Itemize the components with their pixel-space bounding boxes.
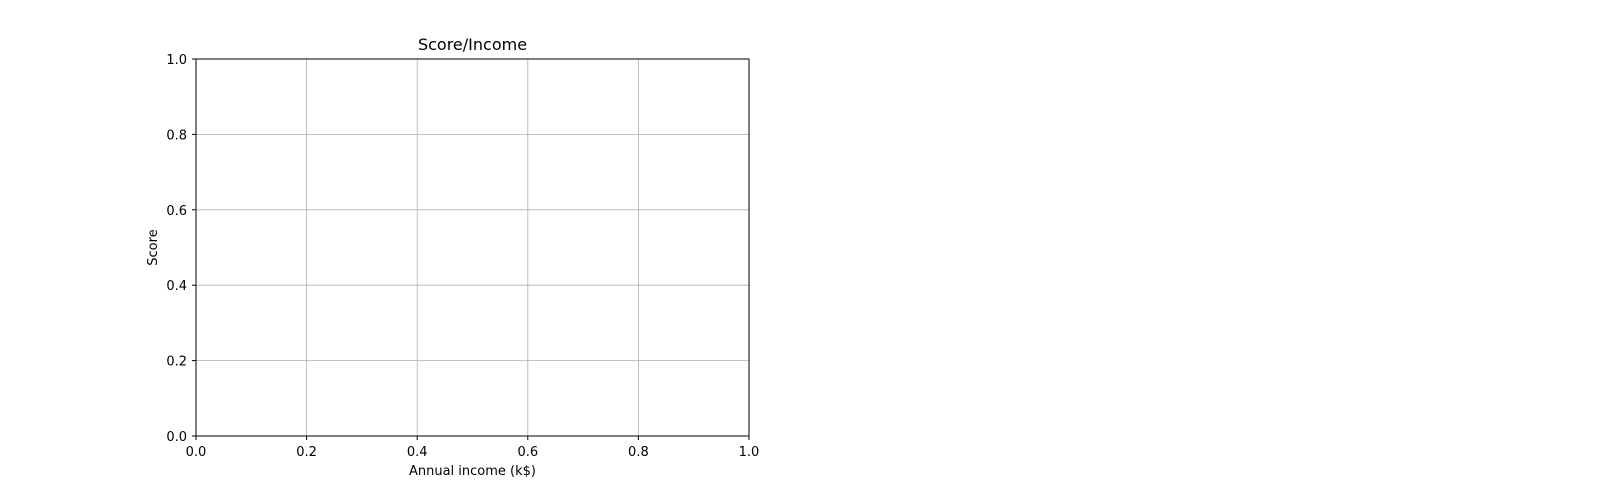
plot-area <box>195 58 750 437</box>
x-tick-label: 0.0 <box>186 445 207 460</box>
y-axis-label: Score <box>146 229 161 265</box>
y-tick-label: 0.6 <box>166 204 187 219</box>
x-tick-label: 0.6 <box>517 445 538 460</box>
x-tick-label: 1.0 <box>739 445 760 460</box>
y-tick-label: 0.4 <box>166 279 187 294</box>
chart-title: Score/Income <box>418 35 527 54</box>
y-tick-label: 0.8 <box>166 128 187 143</box>
grid <box>195 58 750 437</box>
x-tick-label: 0.2 <box>296 445 317 460</box>
x-tick-label: 0.4 <box>407 445 428 460</box>
x-tick-label: 0.8 <box>628 445 649 460</box>
y-tick-label: 0.2 <box>166 355 187 370</box>
y-tick-label: 0.0 <box>166 430 187 445</box>
ticks: 0.0 0.2 0.4 0.6 0.8 1.0 0.0 0.2 0.4 0.6 0.8 1.0 <box>166 53 759 460</box>
y-tick-label: 1.0 <box>166 53 187 68</box>
x-axis-label: Annual income (k$) <box>409 464 536 479</box>
